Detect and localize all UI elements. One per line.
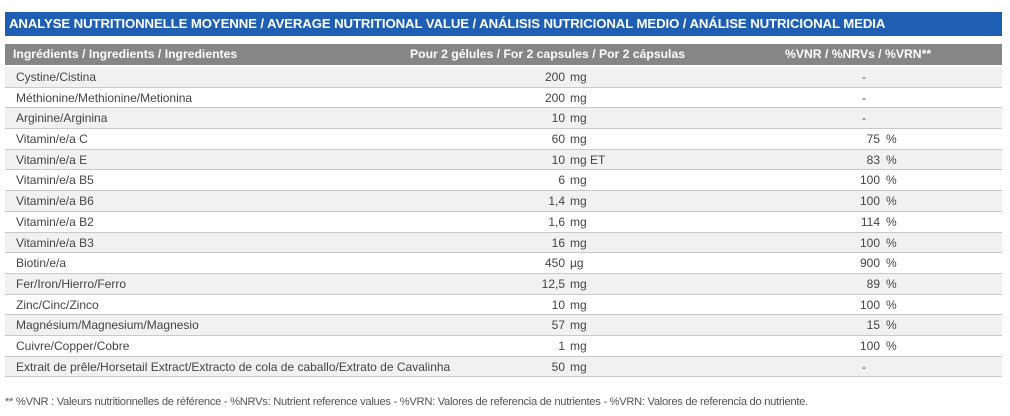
nrv-value: 15 xyxy=(866,318,880,333)
amount-value: 1,4 xyxy=(548,194,565,209)
table-row: Vitamin/e/a B3 16 mg 100% xyxy=(5,232,1002,254)
nrv-unit: % xyxy=(886,194,897,209)
header-ingredients: Ingrédients / Ingredients / Ingredientes xyxy=(13,47,238,61)
nrv-value: 100 xyxy=(859,338,880,353)
table-header-row: Ingrédients / Ingredients / Ingredientes… xyxy=(5,44,1002,65)
nrv-unit: % xyxy=(886,214,897,229)
ingredient-name: Vitamin/e/a C xyxy=(16,132,88,147)
amount-unit: mg xyxy=(570,318,587,333)
nrv-unit: % xyxy=(886,297,897,312)
amount-unit: mg xyxy=(570,194,587,209)
nrv-value: - xyxy=(862,90,866,105)
ingredient-name: Vitamin/e/a B6 xyxy=(16,194,94,209)
ingredient-name: Méthionine/Methionine/Metionina xyxy=(16,90,193,105)
amount-value: 12,5 xyxy=(541,276,565,291)
nrv-value: 100 xyxy=(859,297,880,312)
nrv-value: 100 xyxy=(859,173,880,188)
amount-value: 200 xyxy=(544,70,565,84)
table-row: Vitamin/e/a B5 6 mg 100% xyxy=(5,170,1002,192)
table-row: Arginine/Arginina 10 mg - xyxy=(5,108,1002,130)
amount-unit: mg xyxy=(570,235,587,250)
amount-unit: mg xyxy=(570,90,587,105)
amount-unit: mg xyxy=(570,359,587,374)
nrv-unit: % xyxy=(886,132,897,147)
nrv-value: 100 xyxy=(859,235,880,250)
amount-unit: mg xyxy=(570,297,587,312)
ingredient-name: Arginine/Arginina xyxy=(16,111,108,126)
amount-unit: mg xyxy=(570,111,587,126)
nrv-value: 100 xyxy=(859,194,880,209)
ingredient-name: Vitamin/e/a B3 xyxy=(16,235,94,250)
ingredient-name: Vitamin/e/a B5 xyxy=(16,173,94,188)
nrv-value: 114 xyxy=(860,214,880,229)
ingredient-name: Zinc/Cinc/Zinco xyxy=(16,297,99,312)
table-row: Méthionine/Methionine/Metionina 200 mg - xyxy=(5,88,1002,109)
amount-unit: µg xyxy=(570,256,584,271)
amount-value: 1 xyxy=(558,338,565,353)
amount-value: 57 xyxy=(551,318,565,333)
amount-value: 60 xyxy=(551,132,565,147)
amount-value: 50 xyxy=(551,359,565,374)
nrv-unit: % xyxy=(886,152,897,167)
amount-value: 10 xyxy=(551,152,565,167)
nrv-value: - xyxy=(862,111,866,126)
table-body: Cystine/Cistina 200 mg - Méthionine/Methioni… xyxy=(5,67,1002,378)
nrv-value: 83 xyxy=(866,152,880,167)
ingredient-name: Magnésium/Magnesium/Magnesio xyxy=(16,318,199,333)
amount-unit: mg xyxy=(570,173,587,188)
amount-unit: mg xyxy=(570,338,587,353)
table-row: Magnésium/Magnesium/Magnesio 57 mg 15% xyxy=(5,315,1002,336)
amount-unit: mg ET xyxy=(570,152,606,167)
table-row: Zinc/Cinc/Zinco 10 mg 100% xyxy=(5,295,1002,316)
amount-value: 10 xyxy=(551,297,565,312)
header-nrv: %VNR / %NRVs / %VRN** xyxy=(785,47,932,61)
ingredient-name: Cuivre/Copper/Cobre xyxy=(16,338,130,353)
ingredient-name: Extrait de prêle/Horsetail Extract/Extra… xyxy=(16,359,451,374)
table-title: ANALYSE NUTRITIONNELLE MOYENNE / AVERAGE… xyxy=(5,12,1002,36)
nrv-unit: % xyxy=(886,338,897,353)
amount-value: 450 xyxy=(544,256,565,271)
table-row: Cystine/Cistina 200 mg - xyxy=(5,67,1002,88)
table-row: Vitamin/e/a B2 1,6 mg 114% xyxy=(5,212,1002,233)
nrv-unit: % xyxy=(886,318,897,333)
nrv-value: 89 xyxy=(866,276,880,291)
amount-value: 1,6 xyxy=(548,214,565,229)
table-row: Extrait de prêle/Horsetail Extract/Extra… xyxy=(5,356,1002,378)
table-row: Vitamin/e/a B6 1,4 mg 100% xyxy=(5,191,1002,212)
amount-value: 10 xyxy=(551,111,565,126)
amount-unit: mg xyxy=(570,276,587,291)
nrv-unit: % xyxy=(886,235,897,250)
nrv-unit: % xyxy=(886,276,897,291)
nrv-unit: % xyxy=(886,256,897,271)
ingredient-name: Biotin/e/a xyxy=(16,256,67,271)
table-row: Fer/Iron/Hierro/Ferro 12,5 mg 89% xyxy=(5,273,1002,295)
table-row: Vitamin/e/a E 10 mg ET 83% xyxy=(5,149,1002,171)
amount-value: 16 xyxy=(551,235,565,250)
amount-unit: mg xyxy=(570,214,587,229)
ingredient-name: Vitamin/e/a E xyxy=(16,152,88,167)
footnote: ** %VNR : Valeurs nutritionnelles de réf… xyxy=(5,396,808,408)
table-row: Vitamin/e/a C 60 mg 75% xyxy=(5,129,1002,150)
table-row: Cuivre/Copper/Cobre 1 mg 100% xyxy=(5,336,1002,357)
nrv-value: - xyxy=(862,70,866,84)
nrv-value: 900 xyxy=(859,256,880,271)
amount-value: 6 xyxy=(558,173,565,188)
nrv-value: - xyxy=(862,359,866,374)
amount-unit: mg xyxy=(570,132,587,147)
nrv-value: 75 xyxy=(866,132,880,147)
table-row: Biotin/e/a 450 µg 900% xyxy=(5,253,1002,274)
ingredient-name: Vitamin/e/a B2 xyxy=(16,214,94,229)
amount-value: 200 xyxy=(544,90,565,105)
ingredient-name: Cystine/Cistina xyxy=(16,70,97,84)
amount-unit: mg xyxy=(570,70,587,84)
nrv-unit: % xyxy=(886,173,897,188)
header-amount: Pour 2 gélules / For 2 capsules / Por 2 … xyxy=(410,47,686,61)
ingredient-name: Fer/Iron/Hierro/Ferro xyxy=(16,276,127,291)
